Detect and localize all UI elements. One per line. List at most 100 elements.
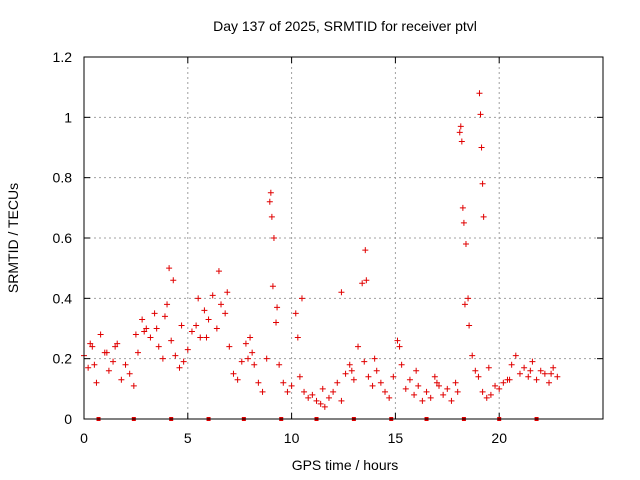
- data-point: [369, 382, 376, 389]
- data-point: [176, 364, 183, 371]
- data-point: [166, 265, 173, 272]
- y-tick-label: 0: [64, 411, 72, 427]
- data-point: [201, 307, 208, 314]
- data-point: [444, 385, 451, 392]
- y-tick-label: 0.6: [53, 230, 73, 246]
- x-tick-label: 10: [284, 430, 300, 446]
- data-point: [359, 280, 366, 287]
- data-point: [122, 361, 129, 368]
- data-point: [480, 213, 487, 220]
- data-point: [203, 334, 210, 341]
- data-point: [155, 343, 162, 350]
- data-point: [338, 397, 345, 404]
- data-point: [475, 373, 482, 380]
- data-point: [234, 376, 241, 383]
- data-point: [342, 370, 349, 377]
- y-axis: 0 0.2 0.4 0.6 0.8 1 1.2: [53, 49, 603, 427]
- data-point: [330, 388, 337, 395]
- data-point: [85, 364, 92, 371]
- data-point: [224, 289, 231, 296]
- data-point: [141, 328, 148, 335]
- data-point: [188, 328, 195, 335]
- data-point: [118, 376, 125, 383]
- data-point: [280, 379, 287, 386]
- data-point: [500, 379, 507, 386]
- data-points: [81, 90, 561, 410]
- x-axis-label: GPS time / hours: [292, 457, 399, 473]
- data-point: [184, 346, 191, 353]
- data-point: [537, 367, 544, 374]
- data-point: [317, 400, 324, 407]
- data-point: [521, 364, 528, 371]
- data-point: [479, 180, 486, 187]
- data-point: [466, 322, 473, 329]
- y-tick-label: 0.8: [53, 170, 73, 186]
- data-point: [147, 334, 154, 341]
- data-point: [97, 331, 104, 338]
- data-point: [105, 367, 112, 374]
- data-point: [301, 388, 308, 395]
- data-point: [472, 367, 479, 374]
- data-point: [245, 355, 252, 362]
- data-point: [269, 283, 276, 290]
- data-point: [263, 355, 270, 362]
- data-point: [195, 295, 202, 302]
- data-point: [292, 310, 299, 317]
- data-point: [161, 313, 168, 320]
- data-point: [462, 241, 469, 248]
- data-point: [103, 349, 110, 356]
- data-point: [110, 358, 117, 365]
- data-point: [461, 301, 468, 308]
- data-point: [350, 376, 357, 383]
- data-point: [469, 352, 476, 359]
- x-tick-label: 0: [80, 430, 88, 446]
- data-point: [230, 370, 237, 377]
- data-point: [153, 325, 160, 332]
- data-point: [114, 340, 121, 347]
- data-point: [222, 310, 229, 317]
- data-point: [151, 310, 158, 317]
- data-point: [205, 316, 212, 323]
- x-axis: 0 5 10 15 20: [80, 57, 507, 446]
- data-point: [209, 292, 216, 299]
- data-point: [139, 316, 146, 323]
- data-point: [132, 331, 139, 338]
- data-point: [91, 361, 98, 368]
- data-point: [218, 301, 225, 308]
- x-tick-label: 5: [184, 430, 192, 446]
- data-point: [251, 361, 258, 368]
- y-tick-label: 1: [64, 109, 72, 125]
- data-point: [525, 373, 532, 380]
- data-point: [496, 385, 503, 392]
- data-point: [485, 364, 492, 371]
- y-tick-label: 0.4: [53, 290, 73, 306]
- data-point: [93, 379, 100, 386]
- data-point: [456, 129, 463, 136]
- data-point: [435, 382, 442, 389]
- data-point: [533, 376, 540, 383]
- data-point: [180, 358, 187, 365]
- data-point: [168, 337, 175, 344]
- data-point: [249, 349, 256, 356]
- data-point: [406, 376, 413, 383]
- data-point: [178, 322, 185, 329]
- data-point: [325, 394, 332, 401]
- data-point: [479, 388, 486, 395]
- data-point: [413, 367, 420, 374]
- data-point: [516, 370, 523, 377]
- data-point: [427, 394, 434, 401]
- data-point: [270, 235, 277, 241]
- data-point: [458, 138, 465, 145]
- data-point: [255, 379, 262, 386]
- data-point: [247, 334, 254, 341]
- data-point: [259, 388, 266, 395]
- data-point: [373, 367, 380, 374]
- data-point: [273, 319, 280, 326]
- data-point: [419, 397, 426, 404]
- data-point: [478, 144, 485, 151]
- grid-layer: [84, 57, 603, 419]
- data-point: [541, 370, 548, 377]
- data-point: [226, 343, 233, 350]
- data-point: [298, 295, 305, 302]
